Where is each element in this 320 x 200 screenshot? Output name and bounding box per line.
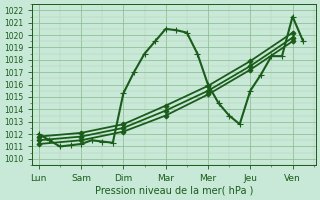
X-axis label: Pression niveau de la mer( hPa ): Pression niveau de la mer( hPa ) — [95, 186, 253, 196]
